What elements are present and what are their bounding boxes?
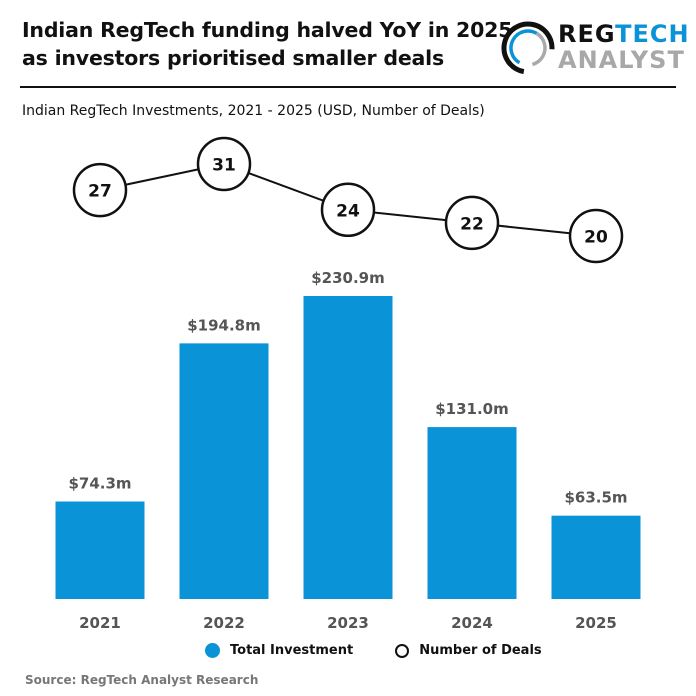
bar-2022 [179, 343, 269, 599]
deals-marker-2022 [196, 136, 252, 192]
deals-label-2021: 27 [88, 182, 112, 202]
deals-marker-2025 [568, 208, 624, 264]
bar-2023 [303, 296, 393, 599]
regtech-analyst-logo: REGTECH ANALYST [500, 20, 689, 76]
title-divider [20, 86, 676, 88]
logo-ring-icon [501, 21, 555, 75]
legend-deals-swatch [395, 643, 410, 658]
chart-subtitle: Indian RegTech Investments, 2021 - 2025 … [22, 103, 485, 119]
deals-marker-2024 [444, 195, 500, 251]
logo-text-regtech: REGTECH [558, 20, 690, 48]
chart-title: Indian RegTech funding halved YoY in 202… [22, 16, 512, 72]
deals-label-2022: 31 [212, 155, 236, 175]
deals-marker-2021 [72, 162, 128, 218]
x-tick-label-2023: 2023 [327, 614, 369, 632]
bar-value-label-2023: $230.9m [311, 269, 385, 287]
chart-area: $74.3m2021$194.8m2022$230.9m2023$131.0m2… [55, 136, 641, 632]
bar-value-label-2025: $63.5m [564, 489, 627, 507]
legend-investment-swatch [205, 643, 220, 658]
bar-value-label-2024: $131.0m [435, 400, 509, 418]
legend: Total Investment Number of Deals [205, 643, 542, 658]
x-tick-label-2022: 2022 [203, 614, 245, 632]
bar-2025 [551, 515, 641, 599]
x-tick-label-2025: 2025 [575, 614, 617, 632]
deals-label-2025: 20 [584, 228, 608, 248]
bar-2021 [55, 501, 145, 599]
deals-marker-2023 [320, 182, 376, 238]
source-note: Source: RegTech Analyst Research [25, 673, 259, 687]
title-line-2: as investors prioritised smaller deals [22, 46, 445, 70]
deals-label-2023: 24 [336, 201, 360, 221]
deals-label-2024: 22 [460, 214, 484, 234]
x-tick-label-2024: 2024 [451, 614, 493, 632]
legend-deals-label: Number of Deals [419, 643, 542, 658]
bar-value-label-2021: $74.3m [68, 474, 131, 492]
bar-value-label-2022: $194.8m [187, 316, 261, 334]
title-line-1: Indian RegTech funding halved YoY in 202… [22, 18, 513, 42]
legend-investment-label: Total Investment [230, 643, 354, 658]
x-tick-label-2021: 2021 [79, 614, 121, 632]
logo-text-analyst: ANALYST [558, 46, 685, 74]
bar-2024 [427, 427, 517, 599]
